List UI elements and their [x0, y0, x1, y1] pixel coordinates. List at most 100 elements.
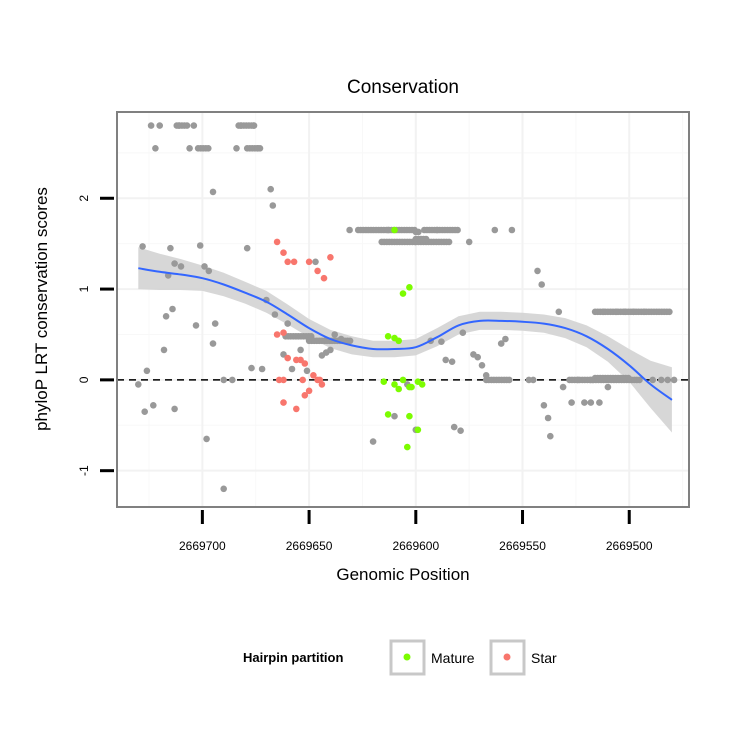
data-point-other	[186, 145, 193, 152]
y-axis: -1 0 1 2	[77, 195, 114, 476]
data-point-other	[175, 122, 183, 129]
data-point-mature	[395, 385, 403, 393]
data-point-other	[271, 311, 279, 318]
legend: Hairpin partition Mature Star	[243, 639, 557, 676]
data-point-other	[640, 308, 648, 316]
data-point-other	[183, 122, 191, 129]
data-point-mature	[380, 378, 388, 386]
x-tick-label: 2669700	[179, 539, 226, 553]
data-point-star	[273, 238, 281, 246]
data-point-other	[457, 427, 464, 435]
data-point-mature	[408, 383, 415, 391]
data-point-other	[331, 331, 339, 338]
data-point-other	[135, 381, 142, 388]
data-point-other	[415, 228, 422, 236]
data-point-other	[568, 399, 575, 406]
data-point-other	[196, 242, 204, 249]
data-point-other	[604, 383, 612, 391]
data-point-star	[280, 399, 287, 406]
data-point-other	[288, 365, 296, 373]
data-point-other	[211, 320, 219, 327]
data-point-other	[337, 335, 345, 343]
data-point-other	[478, 362, 486, 369]
x-axis-title: Genomic Position	[336, 565, 469, 584]
data-point-other	[574, 376, 582, 384]
data-points	[135, 122, 678, 493]
data-point-star	[280, 329, 287, 337]
data-point-other	[445, 238, 453, 246]
data-point-star	[299, 376, 307, 384]
data-point-other	[284, 320, 292, 327]
data-point-mature	[391, 381, 398, 388]
data-point-other	[497, 340, 505, 347]
x-tick-label: 2669600	[392, 539, 439, 553]
data-point-other	[630, 308, 637, 316]
x-tick-label: 2669500	[606, 539, 653, 553]
data-point-other	[433, 226, 441, 234]
data-point-star	[290, 258, 298, 266]
data-point-other	[201, 263, 208, 270]
data-point-star	[305, 258, 313, 266]
data-point-other	[559, 383, 567, 391]
data-point-star	[310, 372, 317, 379]
y-tick-label: 1	[77, 285, 91, 292]
data-point-other	[209, 340, 217, 347]
data-point-other	[233, 145, 240, 152]
data-point-other	[391, 412, 398, 420]
data-point-other	[491, 226, 499, 234]
legend-dot-mature	[403, 653, 411, 661]
x-tick-label: 2669550	[499, 539, 546, 553]
data-point-other	[450, 423, 458, 431]
legend-label-star: Star	[531, 650, 557, 666]
data-point-mature	[395, 337, 403, 345]
data-point-other	[205, 145, 212, 152]
data-point-other	[269, 202, 277, 209]
data-point-star	[327, 253, 334, 261]
data-point-other	[649, 376, 656, 384]
data-point-other	[664, 376, 671, 384]
data-point-other	[346, 337, 354, 345]
chart-title: Conservation	[347, 77, 459, 98]
data-point-other	[190, 122, 198, 129]
data-point-other	[459, 329, 467, 337]
data-point-mature	[384, 411, 392, 418]
data-point-star	[316, 376, 324, 384]
data-point-other	[160, 346, 168, 354]
data-point-other	[534, 267, 541, 275]
data-point-other	[581, 399, 588, 406]
data-point-star	[314, 267, 321, 275]
data-point-other	[250, 122, 257, 129]
data-point-other	[220, 376, 227, 384]
y-axis-title: phyloP LRT conservation scores	[32, 187, 51, 431]
data-point-other	[613, 308, 620, 316]
data-point-other	[167, 244, 174, 252]
legend-title: Hairpin partition	[243, 650, 343, 665]
data-point-other	[636, 376, 643, 384]
data-point-other	[147, 122, 155, 129]
data-point-mature	[406, 284, 413, 291]
data-point-other	[254, 145, 262, 152]
data-point-other	[229, 376, 236, 384]
data-point-other	[448, 358, 456, 366]
data-point-other	[544, 414, 552, 422]
data-point-other	[438, 338, 445, 346]
data-point-star	[284, 258, 292, 266]
smooth-trend-line	[138, 267, 673, 401]
data-point-other	[474, 353, 482, 361]
data-point-other	[327, 346, 334, 354]
data-point-mature	[418, 381, 426, 388]
data-point-other	[596, 399, 603, 406]
data-point-star	[284, 354, 292, 362]
data-point-other	[547, 432, 554, 440]
data-point-other	[482, 372, 490, 379]
data-point-mature	[391, 226, 398, 234]
data-point-other	[171, 260, 178, 267]
data-point-mature	[414, 426, 422, 434]
data-point-other	[621, 308, 629, 316]
data-point-other	[192, 322, 200, 329]
data-point-star	[280, 376, 287, 384]
data-point-other	[177, 263, 185, 270]
data-point-other	[162, 313, 170, 320]
data-point-other	[529, 376, 537, 384]
